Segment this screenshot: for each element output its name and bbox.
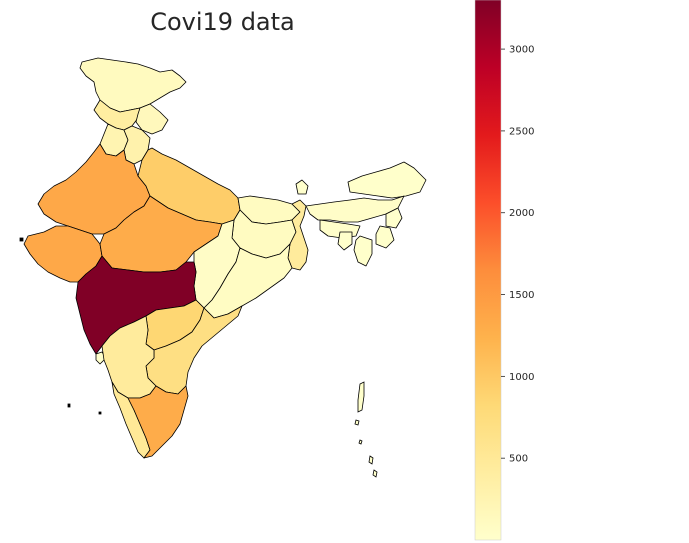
island-speck-6 xyxy=(19,237,24,242)
colorbar-tick-label: 1500 xyxy=(509,290,534,301)
island-group xyxy=(19,237,378,478)
state-manipur xyxy=(375,225,395,249)
island-speck-2 xyxy=(358,439,363,445)
island-speck-4 xyxy=(67,403,71,408)
state-uttarakhand xyxy=(135,103,169,135)
state-odisha xyxy=(203,243,293,319)
state-mizoram xyxy=(353,235,373,267)
andaman-islands xyxy=(357,381,365,413)
colorbar xyxy=(474,0,502,541)
state-jammu-and-kashmir xyxy=(79,57,187,113)
nicobar-islands xyxy=(368,455,374,465)
state-west-bengal xyxy=(287,199,309,271)
colorbar-tick-label: 2000 xyxy=(509,208,534,219)
colorbar-ticks: 500 1000 1500 2000 2500 3000 xyxy=(501,45,534,465)
colorbar-tick-label: 2500 xyxy=(509,126,534,137)
island-speck-1 xyxy=(354,419,360,426)
colorbar-tick-label: 3000 xyxy=(509,45,534,56)
colorbar-tick-label: 1000 xyxy=(509,372,534,383)
colorbar-tick-label: 500 xyxy=(509,454,528,465)
state-nagaland xyxy=(385,207,403,229)
state-tamil-nadu xyxy=(127,385,189,459)
state-tripura xyxy=(337,231,353,251)
state-layer xyxy=(23,57,427,459)
island-speck-5 xyxy=(98,411,102,415)
state-arunachal-pradesh xyxy=(347,161,427,199)
state-sikkim xyxy=(295,179,309,195)
map-title: Covi19 data xyxy=(150,8,295,36)
island-speck-3 xyxy=(372,469,378,478)
